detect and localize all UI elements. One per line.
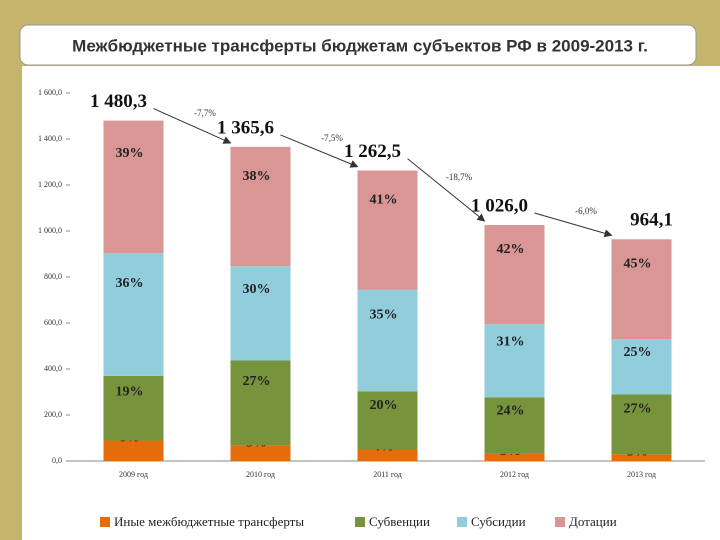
change-label: -6,0%	[575, 206, 597, 216]
bar-segment	[484, 324, 545, 398]
x-tick-label: 2013 год	[627, 470, 656, 479]
bar-segment	[357, 449, 418, 461]
x-tick-label: 2010 год	[246, 470, 275, 479]
y-tick-label: 800,0	[44, 272, 62, 281]
change-label: -18,7%	[446, 172, 473, 182]
y-tick-label: 1 000,0	[38, 226, 62, 235]
change-arrow	[534, 212, 613, 238]
y-tick-label: 1 200,0	[38, 180, 62, 189]
segment-label: 41%	[370, 193, 398, 208]
bar-segment	[230, 360, 291, 446]
bar-segment	[230, 266, 291, 361]
legend-swatch	[555, 517, 565, 527]
segment-label: 31%	[497, 335, 525, 350]
segment-label: 35%	[370, 307, 398, 322]
segment-label: 38%	[243, 169, 271, 184]
legend-label: Иные межбюджетные трансферты	[114, 514, 304, 529]
total-label: 1 365,6	[217, 117, 274, 138]
bar-segment	[611, 454, 672, 461]
legend-label: Субвенции	[369, 514, 430, 529]
bar-segment	[611, 339, 672, 395]
segment-label: 30%	[243, 282, 271, 297]
y-tick-label: 200,0	[44, 410, 62, 419]
change-arrow	[407, 158, 486, 222]
segment-label: 27%	[243, 374, 271, 389]
segment-label: 36%	[116, 276, 144, 291]
y-tick-label: 400,0	[44, 364, 62, 373]
x-tick-label: 2012 год	[500, 470, 529, 479]
change-label: -7,7%	[194, 108, 216, 118]
bar-segment	[611, 394, 672, 455]
legend-swatch	[355, 517, 365, 527]
segment-label: 42%	[497, 242, 525, 257]
change-arrow	[153, 108, 232, 144]
legend-label: Дотации	[569, 514, 617, 529]
change-arrow	[280, 134, 359, 168]
segment-label: 24%	[497, 404, 525, 419]
total-label: 1 262,5	[344, 141, 401, 162]
total-label: 1 026,0	[471, 195, 528, 216]
x-tick-label: 2009 год	[119, 470, 148, 479]
total-label: 964,1	[630, 210, 673, 231]
bar-segment	[484, 225, 545, 325]
bar-segment	[357, 289, 418, 392]
bar-segment	[484, 397, 545, 454]
y-tick-label: 0,0	[52, 456, 62, 465]
bar-segment	[103, 375, 164, 441]
segment-label: 25%	[624, 345, 652, 360]
legend-label: Субсидии	[471, 514, 526, 529]
total-label: 1 480,3	[90, 91, 147, 112]
bar-segment	[230, 146, 291, 267]
legend-swatch	[457, 517, 467, 527]
bar-segment	[230, 445, 291, 461]
y-tick-label: 1 400,0	[38, 134, 62, 143]
bar-segment	[357, 391, 418, 450]
change-label: -7,5%	[321, 133, 343, 143]
bar-segment	[611, 239, 672, 340]
segment-label: 19%	[116, 384, 144, 399]
bar-segment	[484, 453, 545, 461]
y-tick-label: 1 600,0	[38, 88, 62, 97]
chart-title: Межбюджетные трансферты бюджетам субъект…	[72, 36, 648, 55]
x-tick-label: 2011 год	[373, 470, 402, 479]
segment-label: 27%	[624, 402, 652, 417]
segment-label: 45%	[624, 256, 652, 271]
bar-segment	[103, 440, 164, 461]
bar-segment	[357, 170, 418, 290]
segment-label: 39%	[116, 146, 144, 161]
bar-segment	[103, 253, 164, 376]
bar-segment	[103, 120, 164, 254]
legend-swatch	[100, 517, 110, 527]
segment-label: 20%	[370, 398, 398, 413]
title-box	[19, 24, 697, 66]
y-tick-label: 600,0	[44, 318, 62, 327]
